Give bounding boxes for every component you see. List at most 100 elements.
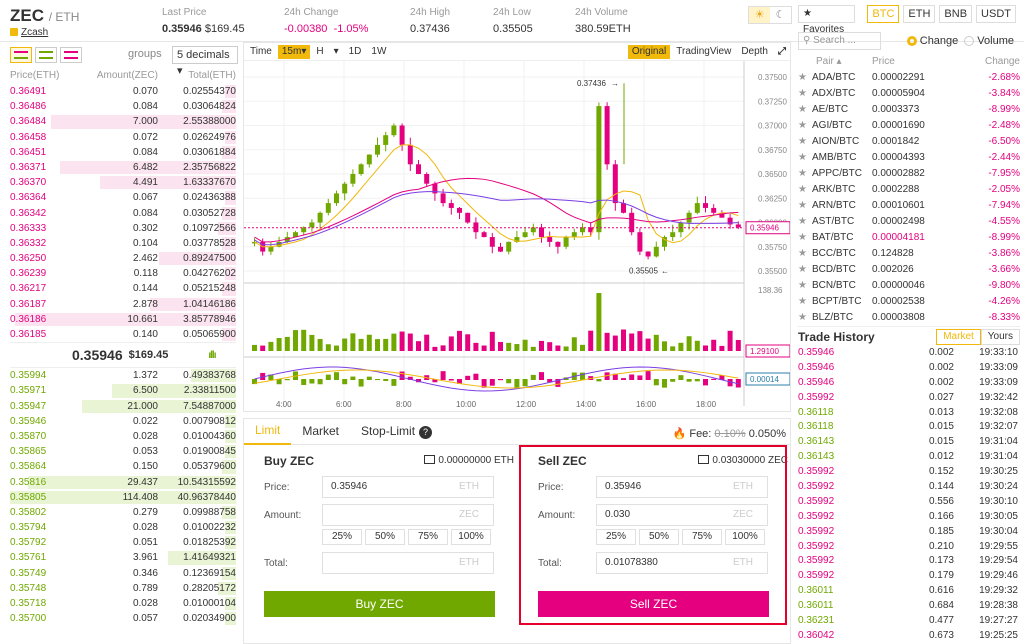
star-icon[interactable]: ★ xyxy=(798,104,807,115)
star-icon[interactable]: ★ xyxy=(798,168,807,179)
interval-1d[interactable]: 1D xyxy=(348,45,362,57)
market-row[interactable]: ★ BCD/BTC 0.002026 -3.66% xyxy=(798,262,1020,278)
ask-row[interactable]: 0.36186 10.661 3.85778946 xyxy=(10,312,236,327)
star-icon[interactable]: ★ xyxy=(798,152,807,163)
tab-market[interactable]: Market xyxy=(302,424,340,438)
buy-total-input[interactable]: ETH xyxy=(322,552,494,574)
bid-row[interactable]: 0.35865 0.053 0.01900845 xyxy=(10,444,236,459)
view-depth[interactable]: Depth xyxy=(741,45,768,57)
sell-price-input[interactable]: 0.35946 ETH xyxy=(596,476,768,498)
bid-row[interactable]: 0.35994 1.372 0.49383768 xyxy=(10,368,236,383)
star-icon[interactable]: ★ xyxy=(798,200,807,211)
star-icon[interactable]: ★ xyxy=(798,136,807,147)
interval-hour[interactable]: H xyxy=(316,45,324,57)
ask-row[interactable]: 0.36486 0.084 0.03064824 xyxy=(10,99,236,114)
star-icon[interactable]: ★ xyxy=(798,264,807,275)
bid-row[interactable]: 0.35761 3.961 1.41649321 xyxy=(10,550,236,565)
price-chart[interactable]: Time 15m▾ H ▾ 1D 1W Original TradingView… xyxy=(243,42,791,412)
bid-row[interactable]: 0.35749 0.346 0.12369154 xyxy=(10,566,236,581)
sun-icon[interactable]: ☀ xyxy=(749,7,770,23)
col-pair[interactable]: Pair ▴ xyxy=(816,56,842,67)
star-icon[interactable]: ★ xyxy=(798,232,807,243)
market-row[interactable]: ★ ARN/BTC 0.00010601 -7.94% xyxy=(798,198,1020,214)
interval-1w[interactable]: 1W xyxy=(371,45,387,57)
expand-icon[interactable]: ⤢ xyxy=(778,45,786,57)
ask-row[interactable]: 0.36333 0.302 0.10972566 xyxy=(10,221,236,236)
bid-row[interactable]: 0.35816 29.437 10.54315592 xyxy=(10,475,236,490)
market-row[interactable]: ★ AE/BTC 0.0003373 -8.99% xyxy=(798,102,1020,118)
radio-change[interactable] xyxy=(906,36,917,46)
quote-usdt[interactable]: USDT xyxy=(976,5,1016,23)
col-change[interactable]: Change xyxy=(984,56,1020,67)
moon-icon[interactable]: ☾ xyxy=(775,9,786,21)
bid-row[interactable]: 0.35802 0.279 0.09988758 xyxy=(10,505,236,520)
book-both-icon[interactable] xyxy=(10,47,32,63)
tab-stop-limit[interactable]: Stop-Limit? xyxy=(350,419,443,444)
market-row[interactable]: ★ BCC/BTC 0.124828 -3.86% xyxy=(798,246,1020,262)
bid-row[interactable]: 0.35748 0.789 0.28205172 xyxy=(10,581,236,596)
ask-row[interactable]: 0.36250 2.462 0.89247500 xyxy=(10,251,236,266)
market-row[interactable]: ★ AION/BTC 0.0001842 -6.50% xyxy=(798,134,1020,150)
market-row[interactable]: ★ AGI/BTC 0.00001690 -2.48% xyxy=(798,118,1020,134)
buy-price-input[interactable]: 0.35946 ETH xyxy=(322,476,494,498)
star-icon[interactable]: ★ xyxy=(798,72,807,83)
quote-bnb[interactable]: BNB xyxy=(939,5,973,23)
sell-pct-100[interactable]: 100% xyxy=(725,529,765,545)
star-icon[interactable]: ★ xyxy=(798,280,807,291)
bid-row[interactable]: 0.35864 0.150 0.05379600 xyxy=(10,459,236,474)
trades-tab-yours[interactable]: Yours xyxy=(980,328,1020,345)
star-icon[interactable]: ★ xyxy=(798,184,807,195)
sell-total-input[interactable]: 0.01078380 ETH xyxy=(596,552,768,574)
star-icon[interactable]: ★ xyxy=(798,216,807,227)
buy-amount-input[interactable]: ZEC xyxy=(322,504,494,526)
sell-pct-50[interactable]: 50% xyxy=(639,529,679,545)
bid-row[interactable]: 0.35794 0.028 0.01002232 xyxy=(10,520,236,535)
market-row[interactable]: ★ ARK/BTC 0.0002288 -2.05% xyxy=(798,182,1020,198)
star-icon[interactable]: ★ xyxy=(798,88,807,99)
market-row[interactable]: ★ AMB/BTC 0.00004393 -2.44% xyxy=(798,150,1020,166)
ask-row[interactable]: 0.36342 0.084 0.03052728 xyxy=(10,206,236,221)
bid-row[interactable]: 0.35971 6.500 2.33811500 xyxy=(10,383,236,398)
star-icon[interactable]: ★ xyxy=(798,296,807,307)
chart-canvas[interactable]: 0.37500 0.37250 0.37000 0.36750 0.36500 0.362… xyxy=(244,61,791,411)
ask-row[interactable]: 0.36239 0.118 0.04276202 xyxy=(10,266,236,281)
market-row[interactable]: ★ APPC/BTC 0.00002882 -7.95% xyxy=(798,166,1020,182)
bid-row[interactable]: 0.35700 0.057 0.02034900 xyxy=(10,611,236,626)
coin-link[interactable]: Zcash xyxy=(10,27,48,38)
star-icon[interactable]: ★ xyxy=(798,248,807,259)
market-row[interactable]: ★ BCN/BTC 0.00000046 -9.80% xyxy=(798,278,1020,294)
sell-button[interactable]: Sell ZEC xyxy=(538,591,769,617)
bid-row[interactable]: 0.35792 0.051 0.01825392 xyxy=(10,535,236,550)
help-icon[interactable]: ? xyxy=(419,426,433,439)
ask-row[interactable]: 0.36332 0.104 0.03778528 xyxy=(10,236,236,251)
sell-pct-25[interactable]: 25% xyxy=(596,529,636,545)
favorites-button[interactable]: ★ Favorites xyxy=(798,5,856,35)
interval-hour-dropdown[interactable]: ▾ xyxy=(333,45,339,57)
buy-pct-25[interactable]: 25% xyxy=(322,529,362,545)
ask-row[interactable]: 0.36371 6.482 2.35756822 xyxy=(10,160,236,175)
col-market-price[interactable]: Price xyxy=(872,56,895,67)
ask-row[interactable]: 0.36217 0.144 0.05215248 xyxy=(10,281,236,296)
tab-limit[interactable]: Limit xyxy=(244,418,292,445)
ask-row[interactable]: 0.36491 0.070 0.02554370 xyxy=(10,84,236,99)
market-row[interactable]: ★ BLZ/BTC 0.00003808 -8.33% xyxy=(798,310,1020,326)
radio-volume[interactable] xyxy=(964,36,975,46)
theme-toggle[interactable]: ☀ ☾ xyxy=(748,6,792,24)
market-row[interactable]: ★ BAT/BTC 0.00004181 -8.99% xyxy=(798,230,1020,246)
market-search-input[interactable]: ⚲ Search ... xyxy=(798,32,881,50)
ask-row[interactable]: 0.36370 4.491 1.63337670 xyxy=(10,175,236,190)
buy-button[interactable]: Buy ZEC xyxy=(264,591,495,617)
star-icon[interactable]: ★ xyxy=(798,312,807,323)
bid-row[interactable]: 0.35946 0.022 0.00790812 xyxy=(10,414,236,429)
market-row[interactable]: ★ ADA/BTC 0.00002291 -2.68% xyxy=(798,70,1020,86)
interval-15m[interactable]: 15m▾ xyxy=(277,44,311,59)
ask-row[interactable]: 0.36364 0.067 0.02436388 xyxy=(10,190,236,205)
ask-row[interactable]: 0.36458 0.072 0.02624976 xyxy=(10,130,236,145)
market-row[interactable]: ★ ADX/BTC 0.00005904 -3.84% xyxy=(798,86,1020,102)
groups-select[interactable]: 5 decimals ▾ xyxy=(172,46,238,77)
buy-pct-50[interactable]: 50% xyxy=(365,529,405,545)
market-row[interactable]: ★ AST/BTC 0.00002498 -4.55% xyxy=(798,214,1020,230)
bid-row[interactable]: 0.35947 21.000 7.54887000 xyxy=(10,399,236,414)
buy-pct-100[interactable]: 100% xyxy=(451,529,491,545)
book-bids-icon[interactable] xyxy=(35,47,57,63)
